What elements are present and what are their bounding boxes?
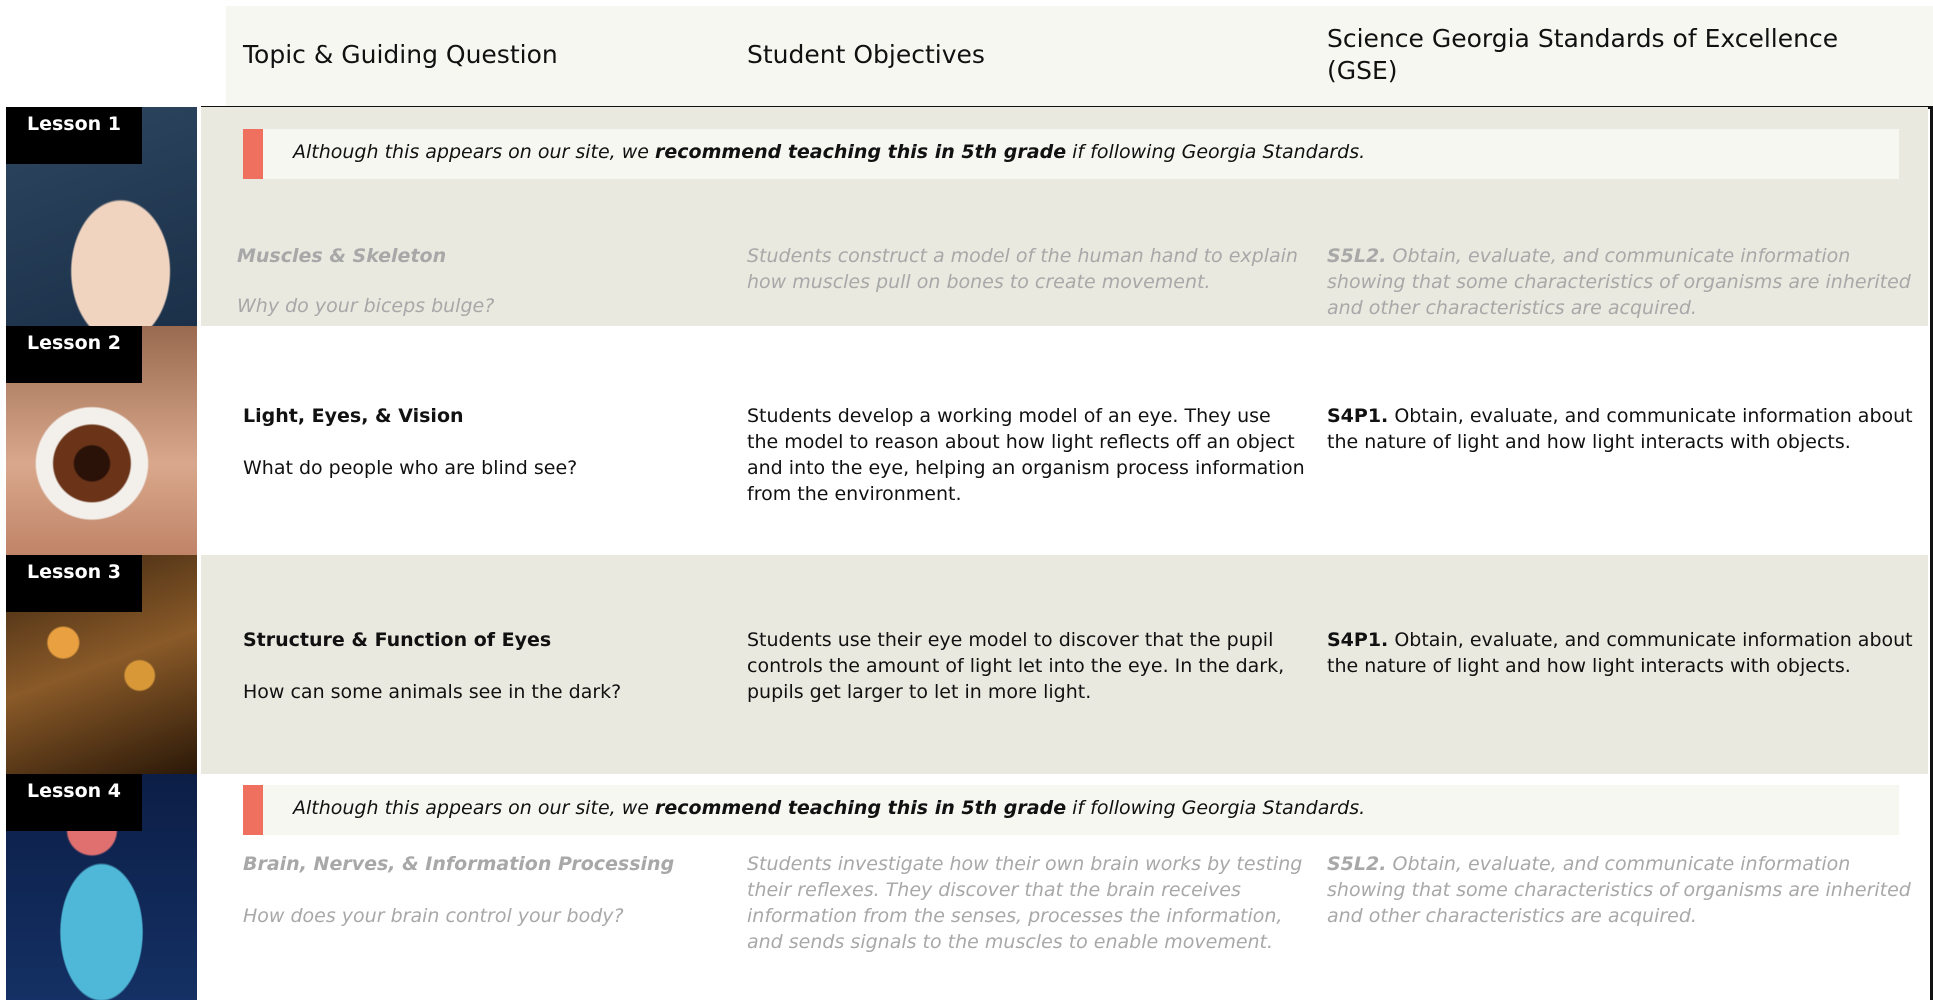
lesson-row: Structure & Function of Eyes How can some…	[201, 555, 1928, 774]
notice-bar	[243, 129, 263, 179]
lesson-label: Lesson 4	[6, 774, 142, 831]
lesson-objective: Students construct a model of the human …	[747, 245, 1298, 293]
standard-text: Obtain, evaluate, and communicate inform…	[1327, 853, 1911, 927]
lesson-tile: Lesson 2	[6, 326, 197, 555]
lesson-tile: Lesson 1	[6, 107, 197, 326]
column-title: Student Objectives	[747, 40, 985, 69]
lesson-row: Although this appears on our site, we re…	[201, 107, 1928, 326]
column-title: Science Georgia Standards of Excellence …	[1327, 24, 1839, 85]
lesson-tile: Lesson 4	[6, 774, 197, 1000]
lesson-topic: Light, Eyes, & Vision	[243, 405, 464, 427]
notice-text: Although this appears on our site, we re…	[293, 141, 1365, 163]
notice-banner: Although this appears on our site, we re…	[243, 129, 1899, 179]
notice-before: Although this appears on our site, we	[293, 797, 649, 819]
notice-text: Although this appears on our site, we re…	[293, 797, 1365, 819]
lesson-label: Lesson 2	[6, 326, 142, 383]
lesson-question: How can some animals see in the dark?	[243, 681, 622, 703]
notice-bold: recommend teaching this in 5th grade	[655, 797, 1067, 819]
standard-text: Obtain, evaluate, and communicate inform…	[1327, 629, 1913, 677]
lesson-label: Lesson 1	[6, 107, 142, 164]
lesson-standard: S4P1. Obtain, evaluate, and communicate …	[1327, 627, 1917, 679]
lesson-standard: S4P1. Obtain, evaluate, and communicate …	[1327, 403, 1917, 455]
standard-code: S4P1.	[1327, 405, 1389, 427]
lesson-question: How does your brain control your body?	[243, 905, 624, 927]
lesson-tile: Lesson 3	[6, 555, 197, 774]
lesson-standard: S5L2. Obtain, evaluate, and communicate …	[1327, 851, 1917, 929]
table-header: Topic & Guiding Question Student Objecti…	[226, 6, 1933, 106]
standard-text: Obtain, evaluate, and communicate inform…	[1327, 245, 1911, 319]
lesson-standard: S5L2. Obtain, evaluate, and communicate …	[1327, 243, 1917, 321]
lesson-row: Light, Eyes, & Vision What do people who …	[201, 326, 1928, 555]
lesson-objective: Students use their eye model to discover…	[747, 629, 1285, 703]
column-title: Topic & Guiding Question	[243, 40, 558, 69]
notice-bar	[243, 785, 263, 835]
notice-after: if following Georgia Standards.	[1072, 141, 1366, 163]
lesson-topic: Brain, Nerves, & Information Processing	[243, 853, 675, 875]
lesson-objective: Students develop a working model of an e…	[747, 405, 1305, 505]
notice-after: if following Georgia Standards.	[1072, 797, 1366, 819]
standard-code: S5L2.	[1327, 245, 1387, 267]
notice-before: Although this appears on our site, we	[293, 141, 649, 163]
standard-text: Obtain, evaluate, and communicate inform…	[1327, 405, 1913, 453]
notice-banner: Although this appears on our site, we re…	[243, 785, 1899, 835]
lesson-objective: Students investigate how their own brain…	[747, 853, 1303, 953]
lesson-question: What do people who are blind see?	[243, 457, 578, 479]
lesson-row: Although this appears on our site, we re…	[201, 774, 1928, 1000]
lesson-topic: Structure & Function of Eyes	[243, 629, 552, 651]
lesson-question: Why do your biceps bulge?	[237, 295, 495, 317]
lesson-label: Lesson 3	[6, 555, 142, 612]
lesson-topic: Muscles & Skeleton	[237, 245, 447, 267]
standard-code: S4P1.	[1327, 629, 1389, 651]
notice-bold: recommend teaching this in 5th grade	[655, 141, 1067, 163]
standard-code: S5L2.	[1327, 853, 1387, 875]
